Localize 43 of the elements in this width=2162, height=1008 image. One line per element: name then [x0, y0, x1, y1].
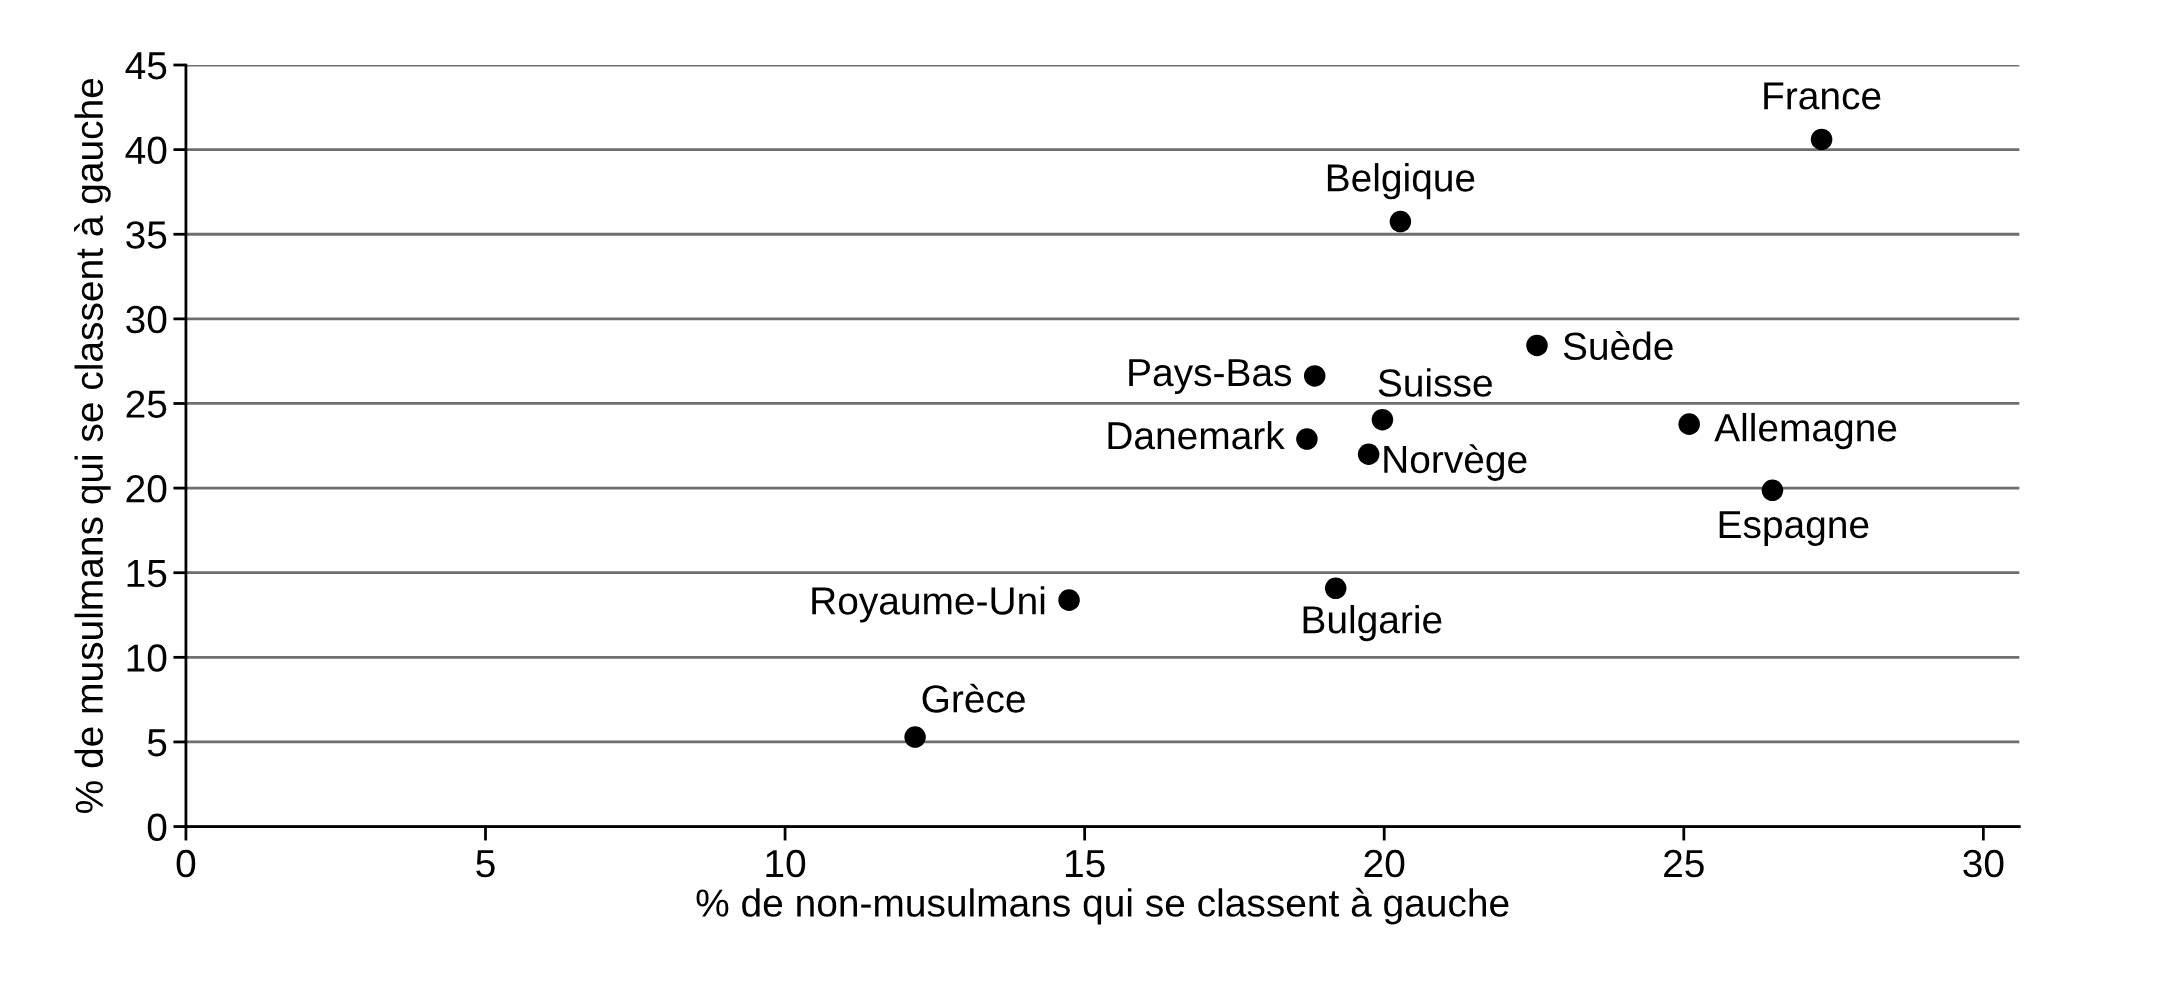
point — [1371, 408, 1394, 431]
point — [1761, 479, 1784, 502]
annotation: Suisse — [1378, 368, 1492, 397]
y-tick-label: 25 — [126, 390, 167, 418]
x-tick-label: 30 — [1963, 849, 2004, 878]
annotation: Royaume-Uni — [812, 586, 1045, 623]
annotation: Belgique — [1327, 163, 1475, 200]
x-tick-label: 15 — [1065, 850, 1105, 878]
annotation: Danemark — [1108, 420, 1285, 450]
y-tick-label: 5 — [147, 729, 167, 757]
y-tick-label: 40 — [125, 136, 167, 165]
point — [1058, 589, 1080, 611]
point — [1810, 128, 1833, 151]
point — [1296, 428, 1318, 450]
y-tick-label: 45 — [125, 52, 167, 80]
annotation: Norvège — [1384, 444, 1527, 481]
annotation: Allemagne — [1714, 412, 1897, 450]
annotation: Grèce — [922, 683, 1025, 713]
point — [1324, 577, 1347, 600]
x-tick-label: 0 — [176, 849, 196, 878]
x-tick-label: 5 — [476, 850, 495, 878]
x-tick-label: 10 — [766, 849, 806, 878]
y-axis-title: % de musulmans qui se classent à gauche — [74, 78, 111, 813]
y-tick-label: 10 — [127, 644, 167, 672]
x-tick-label: 25 — [1664, 849, 1704, 878]
y-tick-label: 30 — [126, 305, 167, 334]
y-tick-label: 20 — [126, 475, 167, 503]
annotation: Espagne — [1719, 511, 1869, 546]
point — [1357, 443, 1380, 466]
x-axis-title: % de non-musulmans qui se classent à gauche — [696, 887, 1509, 925]
point — [1678, 413, 1700, 435]
y-tick-label: 0 — [147, 813, 167, 842]
annotation: Bulgarie — [1303, 604, 1442, 642]
point — [1389, 210, 1412, 233]
annotation: Suède — [1563, 331, 1673, 361]
x-tick-label: 20 — [1364, 849, 1405, 878]
annotation: Pays-Bas — [1129, 359, 1292, 395]
point — [1303, 365, 1326, 387]
y-tick-label: 15 — [127, 560, 167, 588]
point — [1526, 334, 1548, 357]
point — [904, 726, 926, 748]
annotation: France — [1764, 82, 1881, 110]
y-tick-label: 35 — [126, 221, 167, 249]
